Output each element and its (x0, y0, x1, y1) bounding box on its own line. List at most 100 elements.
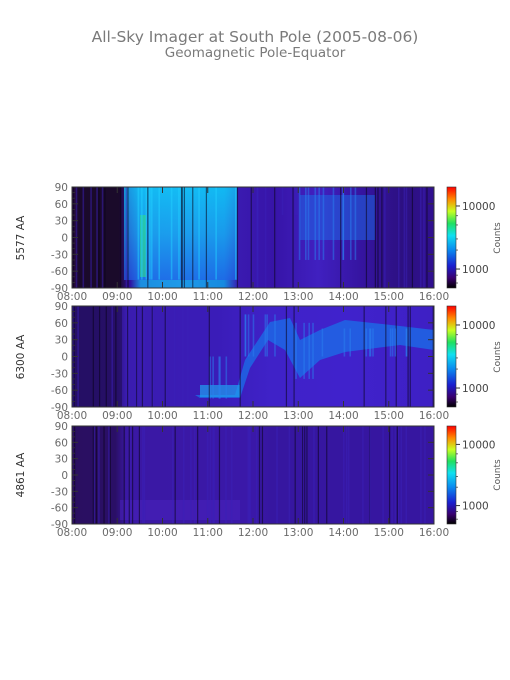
x-ticks-4861: 08:00 09:00 10:00 11:00 12:00 13:00 14:00 15:00… (57, 426, 449, 539)
vertical-streaks-6300 (72, 306, 435, 407)
heatmap-column (304, 187, 307, 260)
heatmap-column (305, 426, 307, 524)
heatmap-column (301, 426, 304, 524)
y-tick-label: -90 (51, 402, 68, 414)
y-tick-label: 0 (61, 470, 68, 482)
heatmap-column (354, 187, 357, 260)
heatmap-column (82, 187, 85, 288)
heatmap-column (298, 187, 301, 260)
heatmap-column (182, 306, 184, 407)
y-tick-label: 90 (55, 421, 68, 433)
heatmap-column (98, 187, 100, 288)
heatmap-column (149, 187, 151, 280)
heatmap-column (215, 187, 217, 280)
heatmap-column (394, 328, 397, 357)
heatmap-column (424, 426, 426, 524)
heatmap-column (115, 306, 117, 407)
heatmap-column (285, 306, 288, 407)
y-tick-label: 60 (55, 437, 68, 449)
y-axis-label-4861: 4861 AA (15, 452, 27, 498)
heatmap-column (77, 306, 79, 407)
heatmap-column (104, 187, 106, 288)
faint-band-4861 (120, 500, 240, 520)
heatmap-column (212, 426, 214, 524)
heatmap-column (198, 187, 200, 280)
x-tick-label: 14:00 (328, 410, 358, 422)
heatmap-column (405, 328, 408, 357)
heatmap-column (313, 426, 315, 524)
x-ticks-5577: 08:00 09:00 10:00 11:00 12:00 13:00 14:00 15:00… (57, 187, 449, 303)
y-tick-label: 30 (55, 454, 68, 466)
heatmap-column (369, 426, 371, 524)
heatmap-column (294, 426, 296, 524)
y-axis-label-5577: 5577 AA (15, 215, 27, 261)
heatmap-column (349, 328, 352, 357)
heatmap-column (365, 328, 368, 357)
heatmap-column (332, 187, 335, 260)
heatmap-column (128, 306, 130, 407)
y-ticks-6300: 90 60 30 0 -30 -60 -90 (51, 301, 434, 414)
heatmap-column (98, 306, 101, 407)
heatmap-column (347, 426, 350, 524)
heatmap-column (127, 187, 129, 288)
x-tick-label: 16:00 (419, 410, 449, 422)
x-tick-label: 14:00 (328, 291, 358, 303)
heatmap-column (127, 306, 129, 407)
heatmap-column (288, 426, 291, 524)
colorbar-tick-label: 1000 (462, 501, 489, 513)
y-tick-label: -90 (51, 519, 68, 531)
heatmap-column (391, 328, 394, 357)
x-tick-label: 13:00 (283, 410, 313, 422)
heatmap-column (101, 187, 104, 288)
heatmap-column (206, 426, 209, 524)
heatmap-column (92, 426, 94, 524)
heatmap-column (296, 187, 299, 216)
colorbar-tick-label: 10000 (462, 320, 495, 332)
x-tick-label: 08:00 (57, 527, 87, 539)
heatmap-column (372, 328, 374, 357)
y-ticks-4861: 90 60 30 0 -30 -60 -90 (51, 421, 434, 531)
heatmap-column (150, 187, 153, 280)
heatmap-column (218, 426, 221, 524)
heatmap-column (131, 426, 134, 524)
heatmap-column (147, 187, 149, 288)
heatmap-column (239, 306, 241, 407)
colorbar-label-5577: Counts (493, 222, 503, 254)
heatmap-column (345, 426, 348, 524)
colorbar-ticks-4861: 10000 1000 (456, 439, 495, 520)
y-tick-label: 90 (55, 301, 68, 313)
heatmap-column (145, 187, 148, 280)
x-tick-label: 09:00 (102, 410, 132, 422)
heatmap-column (96, 187, 98, 288)
y-tick-label: -90 (51, 283, 68, 295)
x-tick-label: 09:00 (102, 291, 132, 303)
x-tick-label: 16:00 (419, 291, 449, 303)
panel-4861: 90 60 30 0 -30 -60 -90 08:00 09:00 10:00 11:00 12:… (15, 421, 503, 539)
heatmap-column (219, 356, 221, 399)
heatmap-column (256, 187, 259, 288)
x-tick-label: 12:00 (238, 410, 268, 422)
heatmap-column (197, 426, 199, 524)
x-tick-label: 15:00 (374, 291, 404, 303)
heatmap-column (321, 328, 324, 357)
heatmap-column (314, 187, 317, 260)
heatmap-column (312, 322, 314, 379)
heatmap-column (141, 306, 144, 407)
figure-subtitle: Geomagnetic Pole-Equator (165, 45, 346, 61)
y-tick-label: -60 (51, 385, 68, 397)
heatmap-column (266, 314, 268, 357)
x-ticks-6300: 08:00 09:00 10:00 11:00 12:00 13:00 14:00 15:00… (57, 306, 449, 422)
heatmap-column (142, 426, 144, 524)
heatmap-column (423, 187, 425, 288)
y-tick-label: -30 (51, 368, 68, 380)
x-tick-label: 15:00 (374, 410, 404, 422)
colorbar-ticks-6300: 10000 1000 (456, 320, 495, 403)
heatmap-column (172, 426, 174, 524)
heatmap-column (369, 328, 371, 357)
heatmap-column (244, 314, 247, 357)
heatmap-column (182, 426, 185, 524)
heatmap-column (187, 306, 189, 407)
heatmap-column (209, 356, 211, 399)
heatmap-column (141, 187, 143, 280)
